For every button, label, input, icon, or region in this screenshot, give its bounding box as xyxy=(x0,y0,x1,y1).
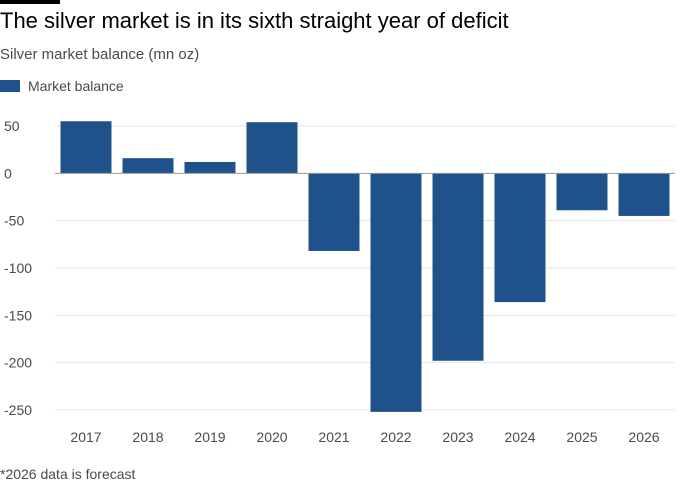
chart-title: The silver market is in its sixth straig… xyxy=(0,8,509,33)
bar-2021 xyxy=(308,173,360,251)
x-tick-label: 2017 xyxy=(70,429,101,445)
y-tick-label: -200 xyxy=(4,355,32,371)
bar-2018 xyxy=(122,158,174,174)
x-tick-label: 2023 xyxy=(442,429,473,445)
bar-2019 xyxy=(184,161,236,174)
bar-2024 xyxy=(494,173,546,303)
x-tick-label: 2021 xyxy=(318,429,349,445)
x-tick-label: 2024 xyxy=(504,429,535,445)
x-tick-label: 2026 xyxy=(628,429,659,445)
chart-subtitle: Silver market balance (mn oz) xyxy=(0,46,200,63)
x-tick-label: 2020 xyxy=(256,429,287,445)
legend-label: Market balance xyxy=(28,78,124,94)
y-tick-label: -50 xyxy=(4,213,24,229)
bar-2020 xyxy=(246,122,298,174)
y-tick-label: 50 xyxy=(4,118,20,134)
y-tick-label: -150 xyxy=(4,307,32,323)
y-tick-label: -250 xyxy=(4,402,32,418)
footnote: *2026 data is forecast xyxy=(0,466,136,482)
y-tick-label: -100 xyxy=(4,260,32,276)
brand-top-rule xyxy=(0,0,60,4)
y-tick-label: 0 xyxy=(4,165,12,181)
x-tick-label: 2022 xyxy=(380,429,411,445)
legend-swatch xyxy=(0,80,20,92)
bar-2022 xyxy=(370,173,422,412)
x-tick-label: 2018 xyxy=(132,429,163,445)
legend: Market balance xyxy=(0,78,124,94)
x-tick-label: 2025 xyxy=(566,429,597,445)
bar-2017 xyxy=(60,121,112,174)
bar-2025 xyxy=(556,173,608,211)
x-tick-label: 2019 xyxy=(194,429,225,445)
bar-2023 xyxy=(432,173,484,361)
bar-2026 xyxy=(618,173,670,216)
